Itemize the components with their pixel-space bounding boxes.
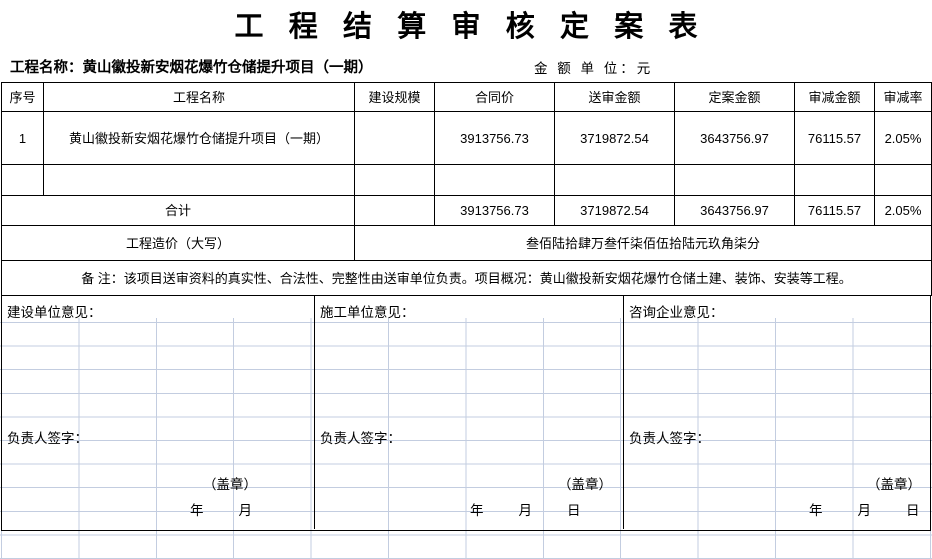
seal-label: （盖章） bbox=[867, 477, 921, 492]
opinions-section: 建设单位意见： 负责人签字： （盖章） 年月 施工单位意见： 负责人签字： （盖… bbox=[1, 296, 931, 531]
table-row: 1 黄山徽投新安烟花爆竹仓储提升项目（一期） 3913756.73 371987… bbox=[1, 111, 932, 165]
column-header-no: 序号 bbox=[1, 82, 44, 112]
capital-amount-row: 工程造价（大写） 叁佰陆拾肆万叁仟柒佰伍拾陆元玖角柒分 bbox=[1, 225, 932, 261]
total-label: 合计 bbox=[1, 195, 355, 226]
cell-contract-price: 3913756.73 bbox=[434, 111, 555, 165]
total-contract-price: 3913756.73 bbox=[434, 195, 555, 226]
date-year-label: 年 bbox=[190, 503, 205, 518]
date-month-label: 月 bbox=[857, 503, 872, 518]
signer-label: 负责人签字： bbox=[320, 431, 401, 446]
cell-contract-price bbox=[434, 164, 555, 196]
seal-label: （盖章） bbox=[203, 477, 257, 492]
cell-submitted-amount: 3719872.54 bbox=[554, 111, 675, 165]
page-title: 工 程 结 算 审 核 定 案 表 bbox=[234, 11, 707, 43]
total-reduction-rate: 2.05% bbox=[874, 195, 932, 226]
column-header-contract-price: 合同价 bbox=[434, 82, 555, 112]
cell-final-amount: 3643756.97 bbox=[674, 111, 795, 165]
total-submitted-amount: 3719872.54 bbox=[554, 195, 675, 226]
cell-no: 1 bbox=[1, 111, 44, 165]
remark-row: 备 注：该项目送审资料的真实性、合法性、完整性由送审单位负责。项目概况：黄山徽投… bbox=[1, 260, 932, 296]
column-header-name: 工程名称 bbox=[43, 82, 355, 112]
settlement-table: 序号 工程名称 建设规模 合同价 送审金额 定案金额 审减金额 审减率 1 黄山… bbox=[1, 82, 932, 296]
capital-amount-value: 叁佰陆拾肆万叁仟柒佰伍拾陆元玖角柒分 bbox=[354, 225, 932, 261]
table-header-row: 序号 工程名称 建设规模 合同价 送审金额 定案金额 审减金额 审减率 bbox=[1, 82, 932, 112]
total-reduced-amount: 76115.57 bbox=[794, 195, 875, 226]
date-line: 年月日 bbox=[470, 499, 582, 519]
capital-amount-label: 工程造价（大写） bbox=[1, 225, 355, 261]
remark-text: 备 注：该项目送审资料的真实性、合法性、完整性由送审单位负责。项目概况：黄山徽投… bbox=[1, 260, 932, 296]
project-name-label: 工程名称：黄山徽投新安烟花爆竹仓储提升项目（一期） bbox=[10, 60, 373, 76]
cell-final-amount bbox=[674, 164, 795, 196]
cell-scale bbox=[354, 164, 435, 196]
date-day-label: 日 bbox=[906, 503, 921, 518]
total-scale bbox=[354, 195, 435, 226]
signer-label: 负责人签字： bbox=[629, 431, 710, 446]
table-total-row: 合计 3913756.73 3719872.54 3643756.97 7611… bbox=[1, 195, 932, 226]
date-line: 年月日 bbox=[809, 499, 921, 519]
cell-no bbox=[1, 164, 44, 196]
cell-reduction-rate: 2.05% bbox=[874, 111, 932, 165]
amount-unit-label: 金 额 单 位：元 bbox=[534, 61, 654, 76]
total-final-amount: 3643756.97 bbox=[674, 195, 795, 226]
cell-scale bbox=[354, 111, 435, 165]
opinion-title: 施工单位意见： bbox=[320, 305, 415, 320]
cell-project-name: 黄山徽投新安烟花爆竹仓储提升项目（一期） bbox=[43, 111, 355, 165]
column-header-final-amount: 定案金额 bbox=[674, 82, 795, 112]
cell-reduction-rate bbox=[874, 164, 932, 196]
seal-label: （盖章） bbox=[558, 477, 612, 492]
column-header-scale: 建设规模 bbox=[354, 82, 435, 112]
date-year-label: 年 bbox=[470, 503, 485, 518]
opinion-block-contractor: 施工单位意见： 负责人签字： （盖章） 年 月 日 bbox=[314, 296, 623, 529]
project-header-line: 工程名称：黄山徽投新安烟花爆竹仓储提升项目（一期） 金 额 单 位：元 bbox=[0, 55, 932, 82]
date-day-label: 日 bbox=[567, 503, 582, 518]
cell-reduced-amount bbox=[794, 164, 875, 196]
column-header-submitted-amount: 送审金额 bbox=[554, 82, 675, 112]
signer-label: 负责人签字： bbox=[7, 431, 88, 446]
opinion-block-consultant: 咨询企业意见： 负责人签字： （盖章） 年 月 日 bbox=[623, 296, 930, 529]
table-row-empty bbox=[1, 164, 932, 196]
spreadsheet-gridlines bbox=[0, 318, 932, 559]
cell-reduced-amount: 76115.57 bbox=[794, 111, 875, 165]
column-header-reduction-rate: 审减率 bbox=[874, 82, 932, 112]
cell-project-name bbox=[43, 164, 355, 196]
opinion-block-owner: 建设单位意见： 负责人签字： （盖章） 年月 bbox=[2, 296, 314, 529]
opinion-title: 建设单位意见： bbox=[7, 305, 102, 320]
cell-submitted-amount bbox=[554, 164, 675, 196]
date-line: 年月 bbox=[190, 499, 287, 519]
date-year-label: 年 bbox=[809, 503, 824, 518]
date-month-label: 月 bbox=[238, 503, 253, 518]
date-month-label: 月 bbox=[518, 503, 533, 518]
opinion-title: 咨询企业意见： bbox=[629, 305, 724, 320]
column-header-reduced-amount: 审减金额 bbox=[794, 82, 875, 112]
